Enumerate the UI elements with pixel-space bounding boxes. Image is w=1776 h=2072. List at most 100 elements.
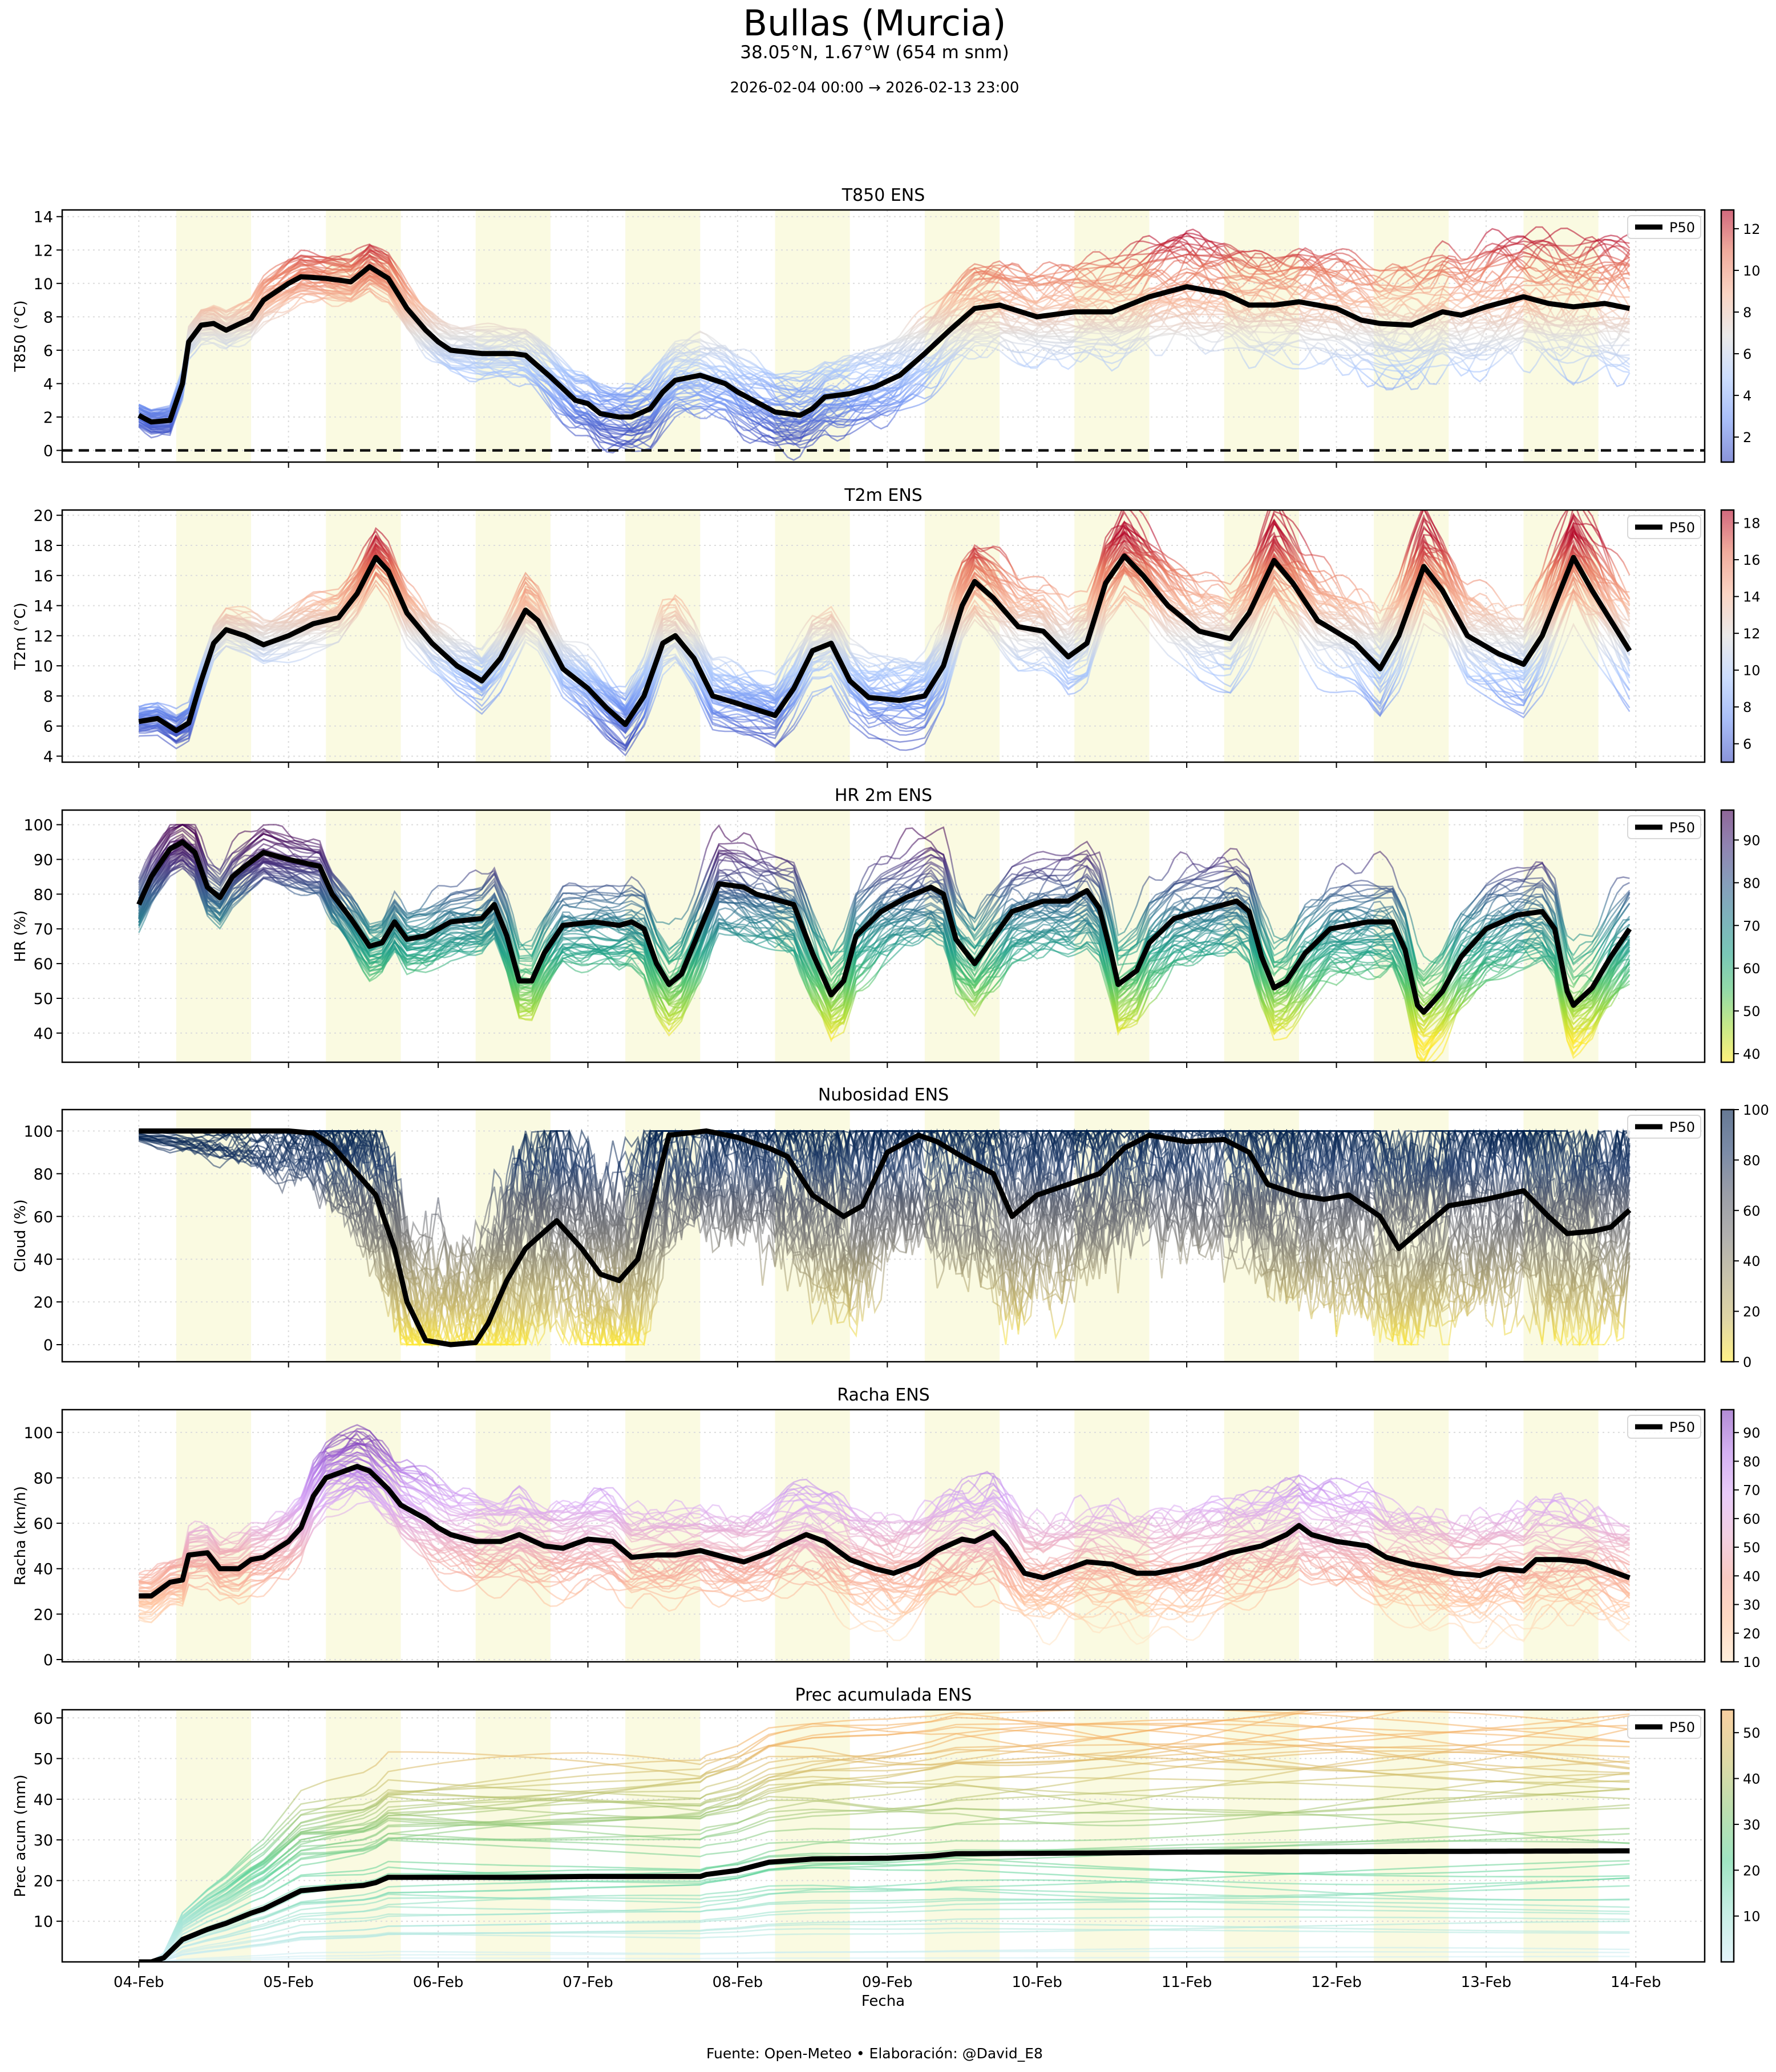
ensemble-member-line bbox=[138, 1434, 1631, 1583]
legend-label: P50 bbox=[1669, 820, 1695, 836]
legend-label: P50 bbox=[1669, 1119, 1695, 1135]
colorbar-tick-label: 40 bbox=[1743, 1046, 1761, 1062]
colorbar-tick-label: 6 bbox=[1743, 346, 1751, 362]
colorbar-tick-label: 2 bbox=[1743, 430, 1751, 446]
ensemble-member-line bbox=[139, 1488, 1631, 1624]
y-tick-label: 100 bbox=[23, 817, 53, 835]
y-tick-label: 0 bbox=[43, 443, 53, 460]
ensemble-member-line bbox=[139, 1956, 1630, 1962]
x-tick-label: 05-Feb bbox=[263, 1974, 314, 1991]
colorbar-tick-label: 70 bbox=[1743, 1483, 1761, 1499]
ensemble-member-line bbox=[138, 1486, 1631, 1646]
colorbar-tick-label: 80 bbox=[1743, 1454, 1761, 1470]
legend: P50 bbox=[1627, 1415, 1701, 1439]
x-axis-label: Fecha bbox=[861, 1993, 905, 2010]
ensemble-member-line bbox=[139, 1749, 1630, 1962]
ensemble-member-line bbox=[139, 1454, 1631, 1592]
ensemble-member-line bbox=[138, 274, 1631, 449]
ensemble-member-line bbox=[139, 1710, 1630, 1962]
y-tick-label: 10 bbox=[34, 658, 53, 675]
ensemble-member-line bbox=[139, 1484, 1630, 1626]
p50-line bbox=[138, 553, 1632, 734]
legend-box bbox=[1627, 1115, 1701, 1139]
y-tick-label: 40 bbox=[34, 1791, 53, 1809]
colorbar-tick-label: 10 bbox=[1743, 1909, 1761, 1925]
axes-frame bbox=[61, 1709, 1706, 1963]
ensemble-member-line bbox=[139, 579, 1631, 751]
y-tick-label: 20 bbox=[34, 507, 53, 525]
colorbar-tick-label: 18 bbox=[1743, 516, 1761, 532]
y-tick-label: 80 bbox=[34, 886, 53, 904]
y-axis-label: T850 (°C) bbox=[12, 300, 29, 372]
y-tick-label: 100 bbox=[23, 1424, 53, 1442]
ensemble-member-line bbox=[139, 1888, 1630, 1962]
panel-title: T2m ENS bbox=[844, 485, 923, 505]
ensemble-member-line bbox=[139, 1776, 1630, 1962]
ensemble-member-line bbox=[139, 1723, 1630, 1962]
ensemble-member-line bbox=[139, 1808, 1630, 1962]
y-tick-label: 40 bbox=[34, 1561, 53, 1579]
colorbar-tick-label: 8 bbox=[1743, 305, 1751, 321]
colorbar-tick-label: 60 bbox=[1743, 1511, 1761, 1527]
ensemble-member-line bbox=[139, 1451, 1630, 1589]
ensemble-member-line bbox=[139, 1136, 1631, 1347]
y-tick-label: 20 bbox=[34, 1294, 53, 1312]
ensemble-member-line bbox=[139, 1900, 1630, 1962]
ensemble-member-line bbox=[138, 824, 1631, 987]
daylight-band bbox=[326, 1410, 401, 1662]
colorbar-tick-label: 10 bbox=[1743, 263, 1761, 279]
ensemble-member-line bbox=[139, 1782, 1630, 1962]
ensemble-member-line bbox=[139, 1139, 1631, 1347]
daylight-band bbox=[775, 1710, 850, 1962]
ensemble-member-line bbox=[139, 1424, 1630, 1579]
y-tick-label: 60 bbox=[34, 1710, 53, 1727]
colorbar-tick-label: 12 bbox=[1743, 626, 1761, 642]
ensemble-member-line bbox=[138, 250, 1630, 415]
ensemble-member-line bbox=[138, 827, 1631, 988]
colorbar-frame bbox=[1720, 1108, 1735, 1363]
colorbar-frame bbox=[1720, 1409, 1735, 1663]
ensemble-member-line bbox=[139, 1897, 1630, 1962]
colorbar-tick-label: 40 bbox=[1743, 1568, 1761, 1584]
colorbar-frame bbox=[1720, 209, 1735, 463]
ensemble-member-line bbox=[138, 1485, 1630, 1650]
ensemble-member-line bbox=[138, 859, 1631, 1057]
ensemble-member-line bbox=[138, 519, 1631, 719]
y-tick-label: 8 bbox=[43, 688, 53, 706]
ensemble-member-line bbox=[139, 1879, 1630, 1962]
p50-line bbox=[136, 839, 1632, 1015]
ensemble-member-line bbox=[138, 824, 1630, 964]
axes-frame bbox=[61, 209, 1706, 463]
colorbar-tick-label: 0 bbox=[1743, 1354, 1751, 1370]
colorbar-tick-label: 60 bbox=[1743, 961, 1761, 977]
ensemble-member-line bbox=[138, 1438, 1630, 1585]
ensemble-member-line bbox=[138, 856, 1631, 1062]
x-tick-label: 12-Feb bbox=[1311, 1974, 1362, 1991]
x-tick-label: 11-Feb bbox=[1162, 1974, 1212, 1991]
ensemble-member-line bbox=[138, 527, 1630, 730]
colorbar-tick-label: 14 bbox=[1743, 589, 1761, 605]
legend-box bbox=[1627, 515, 1701, 539]
legend-label: P50 bbox=[1669, 520, 1695, 536]
y-tick-label: 0 bbox=[43, 1652, 53, 1669]
ensemble-member-line bbox=[138, 283, 1630, 443]
colorbar-tick-label: 70 bbox=[1743, 918, 1761, 934]
ensemble-member-line bbox=[138, 233, 1630, 416]
ensemble-member-line bbox=[139, 1713, 1630, 1962]
ensemble-member-line bbox=[139, 564, 1631, 747]
ensemble-member-line bbox=[138, 850, 1631, 1031]
ensemble-member-line bbox=[139, 1877, 1630, 1962]
legend-label: P50 bbox=[1669, 1419, 1695, 1435]
y-tick-label: 0 bbox=[43, 1337, 53, 1354]
ensemble-member-line bbox=[138, 1462, 1631, 1605]
ensemble-member-line bbox=[138, 235, 1630, 411]
ensemble-member-line bbox=[138, 824, 1631, 982]
legend: P50 bbox=[1627, 1715, 1701, 1739]
panel-title: HR 2m ENS bbox=[835, 786, 932, 806]
figure-title: Bullas (Murcia) bbox=[743, 2, 1006, 44]
legend: P50 bbox=[1627, 1115, 1701, 1139]
y-tick-label: 20 bbox=[34, 1606, 53, 1624]
panel-title: Racha ENS bbox=[837, 1385, 929, 1405]
colorbar-tick-label: 50 bbox=[1743, 1540, 1761, 1556]
ensemble-member-line bbox=[139, 1807, 1630, 1962]
